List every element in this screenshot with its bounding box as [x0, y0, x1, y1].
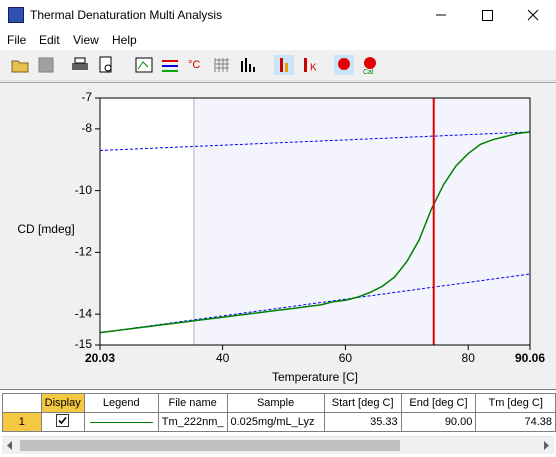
- menu-item[interactable]: File: [7, 33, 27, 47]
- k-button[interactable]: K: [300, 55, 320, 75]
- chart: CD [mdeg] Temperature [C] -15 -14 -12 -10 -8…: [17, 90, 545, 384]
- grid-button[interactable]: [212, 55, 232, 75]
- maximize-button[interactable]: [464, 0, 510, 30]
- menu-item[interactable]: Help: [112, 33, 137, 47]
- end-cell[interactable]: 90.00: [400, 412, 477, 432]
- menu-item[interactable]: View: [73, 33, 99, 47]
- column-header[interactable]: Tm [deg C]: [475, 393, 556, 413]
- legend-line: [89, 421, 153, 423]
- x-axis-label: Temperature [C]: [272, 370, 358, 384]
- plot-frame: [99, 97, 531, 346]
- data-line: [99, 131, 530, 334]
- cal-button[interactable]: Cal: [360, 55, 380, 75]
- calc-button[interactable]: [334, 55, 354, 75]
- check-mark: [58, 416, 67, 425]
- chart-panel: CD [mdeg] Temperature [C] -15 -14 -12 -10 -8…: [0, 82, 556, 385]
- svg-text:K: K: [310, 63, 317, 74]
- display-cell[interactable]: [40, 412, 85, 432]
- toolbar: °C K Cal: [0, 51, 556, 81]
- legend-cell: [83, 412, 159, 432]
- y-tick-label: -14: [75, 306, 93, 320]
- column-header[interactable]: Sample: [226, 393, 325, 413]
- y-axis-label: CD [mdeg]: [17, 222, 74, 236]
- x-tick-label: 90.06: [515, 351, 545, 365]
- bars-button[interactable]: [238, 55, 258, 75]
- horizontal-scrollbar[interactable]: [2, 436, 554, 454]
- y-tick-label: -15: [75, 337, 93, 351]
- x-tick-label: 60: [339, 351, 353, 365]
- column-header[interactable]: Legend: [83, 393, 159, 413]
- column-header[interactable]: Display: [40, 393, 85, 413]
- minimize-button[interactable]: [418, 0, 464, 30]
- start-cell[interactable]: 35.33: [323, 412, 402, 432]
- window-title: Thermal Denaturation Multi Analysis: [30, 8, 223, 22]
- tm-button[interactable]: [274, 55, 294, 75]
- file-name-cell[interactable]: Tm_222nm_: [157, 412, 228, 432]
- y-tick-label: -10: [75, 183, 93, 197]
- unit-button[interactable]: °C: [186, 55, 206, 75]
- menu-item[interactable]: Edit: [39, 33, 60, 47]
- svg-text:Cal: Cal: [363, 69, 374, 75]
- title-bar: Thermal Denaturation Multi Analysis: [0, 0, 556, 30]
- preview-button[interactable]: [96, 55, 116, 75]
- x-tick-label: 40: [216, 351, 230, 365]
- scrollbar-graphics: [7, 440, 549, 451]
- graph-button[interactable]: [134, 55, 154, 75]
- display-checkbox[interactable]: [56, 414, 70, 427]
- row-number[interactable]: 1: [2, 412, 42, 432]
- column-header[interactable]: End [deg C]: [400, 393, 477, 413]
- open-button[interactable]: [10, 55, 30, 75]
- close-button[interactable]: [510, 0, 556, 30]
- baseline: [99, 131, 531, 151]
- y-tick-label: -12: [75, 245, 93, 259]
- sample-cell[interactable]: 0.025mg/mL_Lyz: [226, 412, 325, 432]
- column-header[interactable]: File name: [157, 393, 228, 413]
- x-tick-label: 20.03: [85, 351, 115, 365]
- file-table: Display Legend File name Sample Start [d…: [0, 389, 556, 457]
- corner-cell: [2, 393, 42, 413]
- print-button[interactable]: [70, 55, 90, 75]
- tm-cell[interactable]: 74.38: [475, 412, 556, 432]
- svg-text:°C: °C: [188, 59, 200, 71]
- y-tick-label: -8: [81, 121, 92, 135]
- table: Display Legend File name Sample Start [d…: [2, 393, 556, 432]
- x-tick-label: 80: [462, 351, 476, 365]
- menu-bar: File Edit View Help: [0, 30, 556, 50]
- analysis-range: [193, 98, 530, 345]
- app-icon: [8, 7, 24, 23]
- column-header[interactable]: Start [deg C]: [323, 393, 402, 413]
- save-button[interactable]: [36, 55, 56, 75]
- y-tick-label: -7: [81, 90, 92, 104]
- baseline-button[interactable]: [160, 55, 180, 75]
